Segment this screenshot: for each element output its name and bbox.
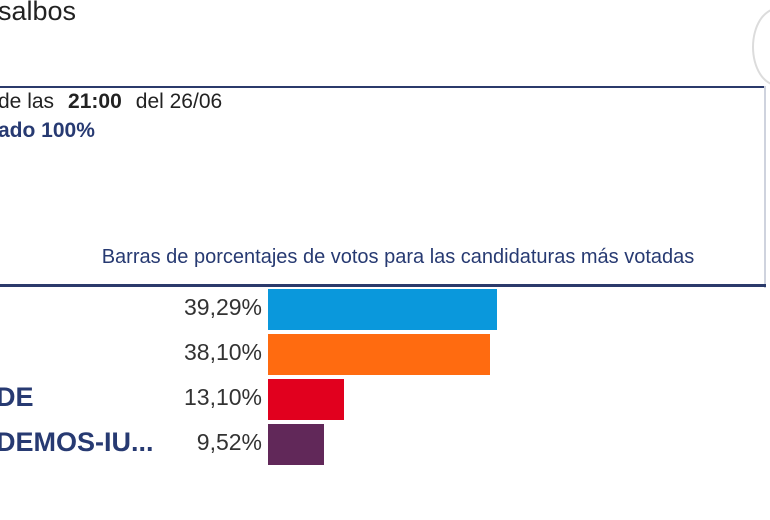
chart-caption: Barras de porcentajes de votos para las … [101, 246, 695, 268]
date-text: del 26/06 [135, 90, 223, 113]
time-value: 21:00 [68, 90, 122, 113]
percentage-label-2: 13,10% [183, 384, 262, 410]
update-time: de las 21:00 del 26/06 [0, 90, 222, 114]
place-title: salbos [0, 0, 77, 26]
circle-button-icon[interactable] [752, 8, 770, 86]
bar-1 [268, 334, 490, 375]
time-prefix: de las [0, 90, 55, 113]
bar-0 [268, 289, 497, 330]
percentage-label-0: 39,29% [183, 294, 262, 320]
bar-2 [268, 379, 344, 420]
party-name-3: DEMOS-IU... [0, 427, 154, 457]
percentage-label-3: 9,52% [196, 429, 262, 455]
scrutiny-status: ado 100% [0, 119, 95, 142]
side-divider [764, 86, 766, 288]
percentage-label-1: 38,10% [183, 339, 262, 365]
party-name-2: DE [0, 382, 34, 412]
bar-3 [268, 424, 324, 465]
chart-divider [0, 284, 766, 287]
header-divider [0, 86, 766, 88]
